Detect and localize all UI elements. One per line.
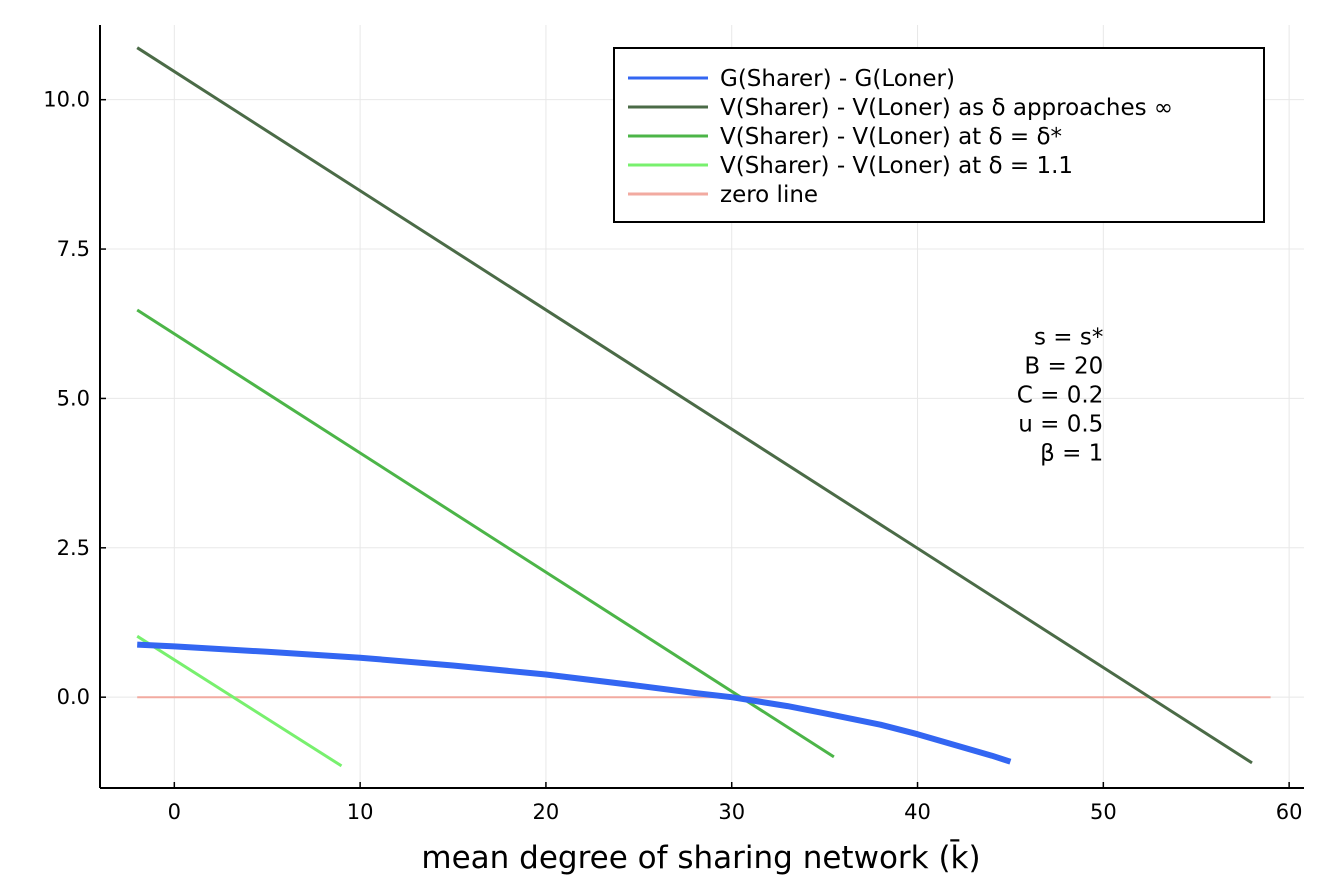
legend: G(Sharer) - G(Loner) V(Sharer) - V(Loner)… [613,47,1265,223]
x-axis-title: mean degree of sharing network (k̄) [421,839,980,876]
y-tick-label: 0.0 [57,685,90,709]
y-tick-label: 2.5 [57,536,90,560]
series-line-2 [136,308,835,759]
y-tick-label: 5.0 [57,386,90,410]
x-tick-label: 60 [1276,800,1303,824]
x-tick-label: 10 [347,800,374,824]
x-tick-label: 0 [168,800,181,824]
x-tick-label: 50 [1090,800,1117,824]
legend-label-4: zero line [720,182,818,208]
annotation-line: s = s* [1034,325,1103,351]
annotation-line: B = 20 [1024,354,1103,380]
legend-box [613,47,1265,223]
parameter-annotation: s = s* B = 20 C = 0.2 u = 0.5 β = 1 [1017,325,1104,467]
annotation-line: β = 1 [1040,441,1103,467]
x-tick-label: 20 [533,800,560,824]
legend-label-2: V(Sharer) - V(Loner) at δ = δ* [720,124,1062,150]
legend-label-1: V(Sharer) - V(Loner) as δ approaches ∞ [720,95,1173,121]
annotation-line: u = 0.5 [1018,412,1103,438]
x-tick-label: 30 [718,800,745,824]
series-line-1 [136,46,1253,765]
series-layer [136,46,1253,768]
series-line-0 [137,641,1012,765]
y-tick-label: 10.0 [43,88,90,112]
y-tick-label: 7.5 [57,237,90,261]
legend-label-0: G(Sharer) - G(Loner) [720,66,955,92]
x-tick-label: 40 [904,800,931,824]
series-line-3 [136,634,343,768]
annotation-line: C = 0.2 [1017,383,1104,409]
ticks: 0 10 20 30 40 50 60 0.0 2.5 5.0 7.5 10.0 [43,88,1302,824]
legend-label-3: V(Sharer) - V(Loner) at δ = 1.1 [720,153,1073,179]
